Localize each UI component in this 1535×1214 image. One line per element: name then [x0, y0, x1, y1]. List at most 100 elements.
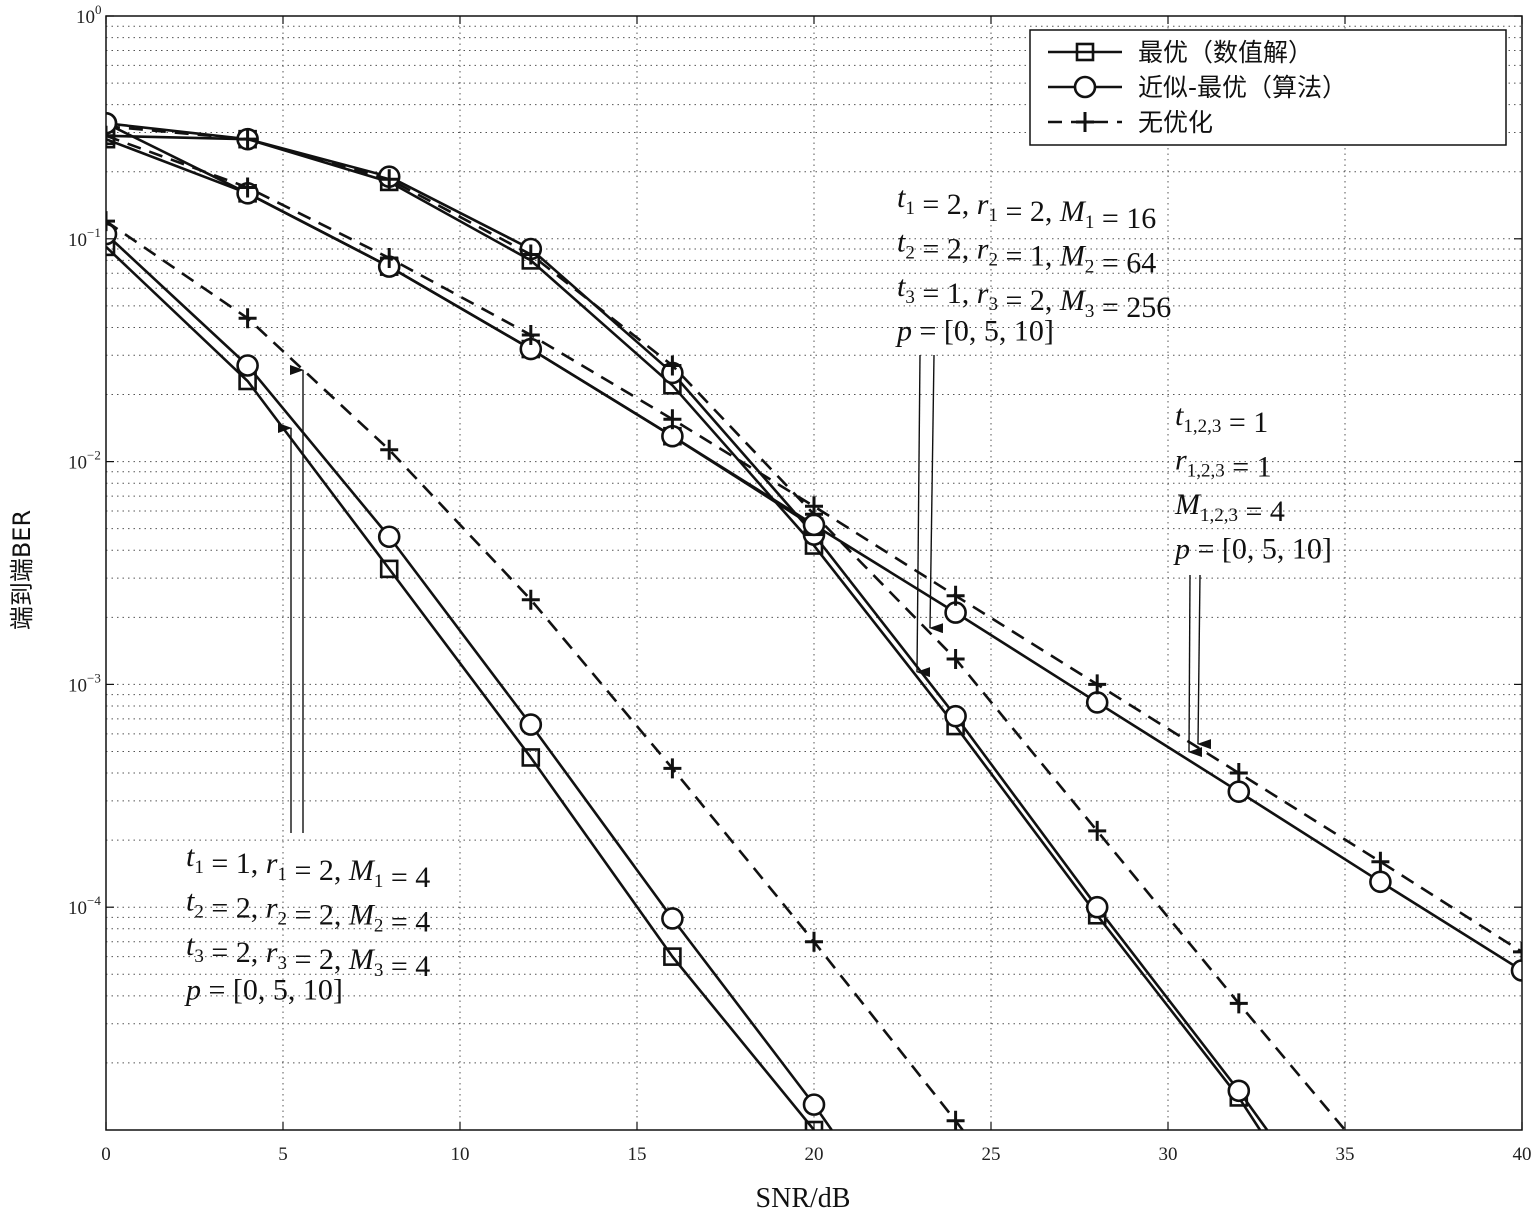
- annotation-line: M1,2,3 = 4: [1174, 488, 1285, 528]
- circle-marker: [661, 907, 684, 930]
- series-A-circle: [106, 222, 833, 1130]
- plus-marker: [663, 409, 682, 430]
- circle-marker: [1510, 959, 1522, 982]
- plus-marker: [805, 931, 823, 952]
- plus-marker: [106, 211, 115, 232]
- x-tick-label: 15: [628, 1144, 647, 1165]
- series-A-plus: [106, 211, 965, 1130]
- square-marker: [106, 237, 116, 257]
- annotation-arrow: [1188, 574, 1203, 758]
- circle-marker: [377, 525, 401, 549]
- y-axis-label: 端到端BER: [8, 510, 36, 630]
- annotation-line: p = [0, 5, 10]: [1173, 533, 1332, 566]
- legend-label: 无优化: [1138, 108, 1213, 137]
- annotation-arrow: [916, 354, 931, 678]
- annotation-line: t3 = 2, r3 = 2, M3 = 4: [186, 929, 430, 983]
- x-tick-label: 25: [982, 1144, 1001, 1165]
- circle-marker: [944, 704, 967, 728]
- plus-marker: [238, 308, 257, 329]
- x-axis-label: SNR/dB: [756, 1183, 851, 1214]
- series-line: [106, 220, 964, 1130]
- x-tick-label: 20: [805, 1144, 824, 1165]
- x-tick-label: 35: [1336, 1144, 1355, 1165]
- square-marker: [379, 559, 399, 579]
- plus-marker: [521, 325, 540, 346]
- plus-marker: [805, 496, 823, 517]
- annotation-line: r1,2,3 = 1: [1175, 444, 1272, 484]
- plus-marker: [1371, 851, 1390, 872]
- annotation-line: p = [0, 5, 10]: [895, 315, 1054, 348]
- circle-marker: [1369, 870, 1392, 894]
- plus-marker: [946, 649, 965, 670]
- plus-marker: [380, 439, 399, 460]
- plus-marker: [1513, 941, 1522, 962]
- x-tick-label: 0: [101, 1144, 111, 1165]
- plus-marker: [1229, 763, 1248, 784]
- annotation-block-2: t1 = 1, r1 = 2, M1 = 4t2 = 2, r2 = 2, M2…: [184, 840, 430, 1007]
- plus-marker: [1088, 820, 1107, 841]
- plus-marker: [521, 589, 540, 610]
- plus-marker: [663, 758, 682, 779]
- axis-ticks: 0 5 10 15 20 25 30 35 40 100 10−1 10−2 10−3 10−4: [68, 2, 1532, 1165]
- x-tick-label: 5: [278, 1144, 288, 1165]
- y-tick-label: 10−2: [68, 448, 101, 474]
- circle-marker: [1085, 691, 1109, 714]
- plus-marker: [663, 355, 682, 376]
- series-C-circle: [106, 111, 1522, 982]
- circle-marker: [1227, 780, 1251, 803]
- x-tick-label: 30: [1159, 1144, 1178, 1165]
- legend-label: 近似-最优（算法）: [1138, 73, 1347, 102]
- legend: 最优（数值解） 近似-最优（算法） 无优化: [1029, 29, 1507, 146]
- circle-marker: [661, 424, 684, 448]
- square-marker: [521, 748, 541, 767]
- circle-marker: [802, 513, 826, 537]
- square-marker: [1075, 42, 1095, 62]
- x-tick-label: 10: [451, 1144, 470, 1165]
- legend-label: 最优（数值解）: [1138, 38, 1313, 67]
- plus-marker: [946, 585, 965, 606]
- circle-marker: [106, 111, 118, 135]
- annotation-line: p = [0, 5, 10]: [184, 974, 343, 1007]
- series-line: [106, 124, 1346, 1130]
- circle-marker: [236, 354, 259, 377]
- circle-marker: [1073, 75, 1097, 99]
- plus-marker: [380, 248, 399, 269]
- annotation-line: t2 = 2, r2 = 1, M2 = 64: [897, 226, 1156, 280]
- series-layer: [106, 111, 1522, 1130]
- annotation-line: t3 = 1, r3 = 2, M3 = 256: [897, 270, 1171, 324]
- annotation-arrow: [1197, 574, 1212, 750]
- series-line: [106, 245, 816, 1130]
- circle-marker: [1085, 895, 1109, 919]
- y-tick-label: 100: [76, 2, 102, 28]
- annotation-arrow: [929, 354, 944, 634]
- series-line: [106, 134, 1522, 954]
- annotation-line: t2 = 2, r2 = 2, M2 = 4: [186, 885, 430, 939]
- x-tick-label: 40: [1513, 1144, 1532, 1165]
- annotation-line: t1 = 2, r1 = 2, M1 = 16: [897, 181, 1156, 235]
- circle-marker: [519, 713, 543, 736]
- series-C-square: [106, 129, 824, 537]
- annotation-line: t1 = 1, r1 = 2, M1 = 4: [186, 840, 430, 894]
- circle-marker: [1227, 1079, 1251, 1103]
- circle-marker: [802, 1093, 826, 1116]
- plus-marker: [946, 1110, 965, 1130]
- plus-marker: [1076, 112, 1094, 132]
- plus-marker: [238, 129, 257, 150]
- plus-marker: [238, 177, 257, 198]
- annotation-line: t1,2,3 = 1: [1175, 399, 1268, 439]
- plus-marker: [380, 169, 399, 190]
- annotation-block-1: t1,2,3 = 1 r1,2,3 = 1M1,2,3 = 4 p = [0, 5,…: [1173, 399, 1332, 566]
- y-tick-label: 10−3: [68, 670, 101, 696]
- plus-marker: [521, 244, 540, 265]
- grid: [106, 16, 1522, 1130]
- square-marker: [663, 947, 682, 966]
- y-tick-label: 10−1: [68, 225, 101, 251]
- plus-marker: [1088, 674, 1107, 695]
- plus-marker: [1229, 993, 1248, 1014]
- plus-marker: [106, 125, 115, 146]
- y-tick-label: 10−4: [68, 893, 101, 919]
- series-C-plus: [106, 125, 1522, 962]
